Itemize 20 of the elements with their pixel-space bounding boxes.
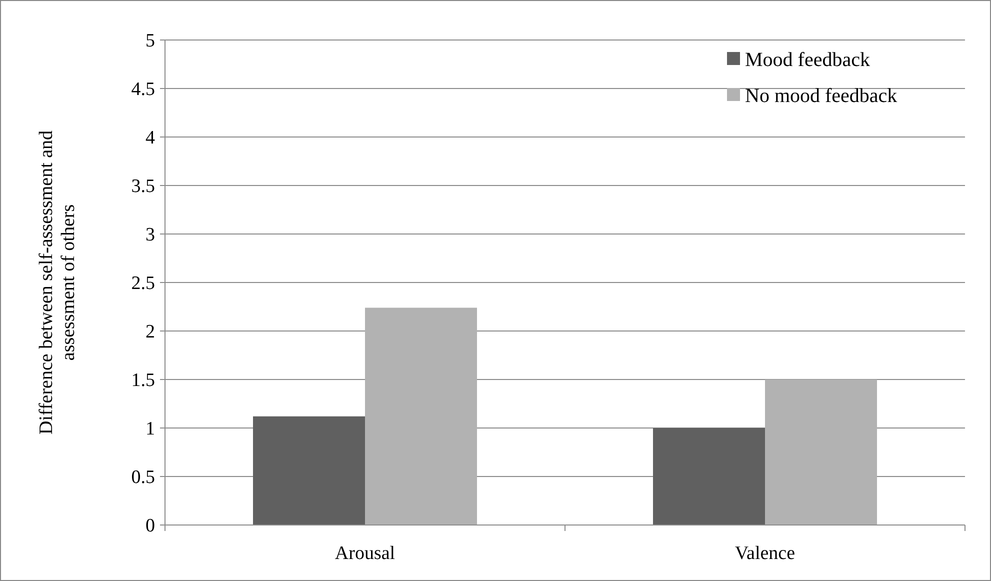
y-tick-label: 1.5 [131, 370, 155, 392]
y-tick-label: 0.5 [131, 467, 155, 488]
y-tick-label: 3.5 [131, 176, 155, 198]
y-tick-label: 2.5 [131, 273, 155, 294]
y-axis-title: Difference between self-assessment and assessment of others [36, 130, 79, 435]
x-tick-label: Valence [734, 543, 796, 564]
y-tick-label: 5 [146, 30, 155, 52]
y-tick-label: 4 [146, 128, 156, 149]
bar [365, 308, 477, 525]
y-tick-label: 4.5 [131, 79, 155, 100]
legend-label: Mood feedback [745, 49, 870, 71]
legend-label: No mood feedback [745, 85, 898, 107]
x-tick-label: Arousal [334, 543, 396, 564]
bar [653, 428, 765, 525]
y-tick-label: 0 [146, 516, 155, 537]
y-tick-label: 1 [146, 418, 155, 440]
bar [765, 380, 877, 525]
y-tick-label: 3 [146, 224, 155, 246]
y-tick-label: 2 [146, 322, 155, 343]
bar [253, 416, 365, 525]
